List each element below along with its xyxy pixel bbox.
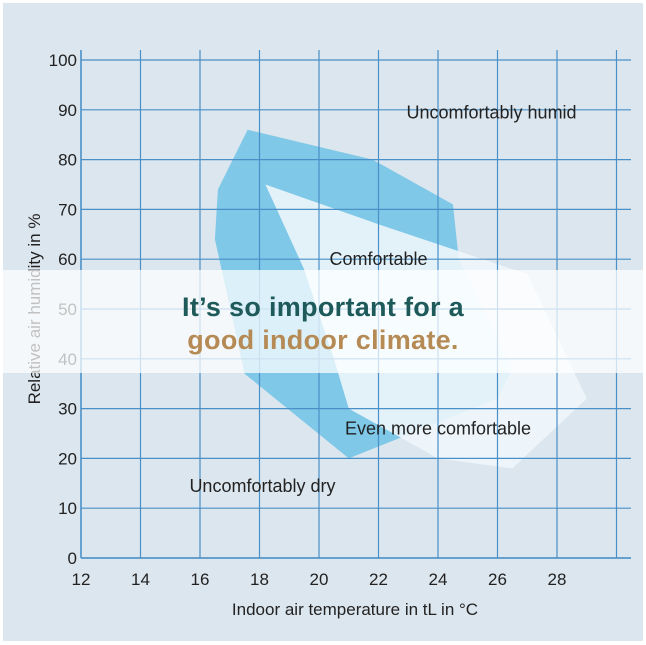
x-tick-label: 12 (72, 570, 91, 589)
region-label-even-more-comfortable: Even more comfortable (345, 419, 531, 439)
x-tick-label: 22 (369, 570, 388, 589)
y-tick-label: 80 (58, 151, 77, 170)
x-tick-label: 28 (548, 570, 567, 589)
y-tick-label: 10 (58, 499, 77, 518)
y-tick-label: 100 (49, 51, 77, 70)
headline-banner: It’s so important for a good indoor clim… (3, 270, 643, 373)
x-tick-label: 20 (310, 570, 329, 589)
headline-line-2: good indoor climate. (187, 325, 459, 355)
x-axis-title: Indoor air temperature in tL in °C (232, 600, 478, 619)
x-tick-label: 24 (429, 570, 448, 589)
region-labels: Uncomfortably humid Comfortable Even more … (189, 102, 576, 496)
y-tick-label: 0 (68, 549, 77, 568)
region-label-uncomfortably-humid: Uncomfortably humid (407, 102, 577, 122)
x-tick-label: 18 (250, 570, 269, 589)
x-tick-label: 16 (191, 570, 210, 589)
region-label-uncomfortably-dry: Uncomfortably dry (189, 476, 335, 496)
y-tick-label: 60 (58, 250, 77, 269)
x-tick-label: 26 (488, 570, 507, 589)
y-tick-label: 90 (58, 101, 77, 120)
y-tick-label: 70 (58, 200, 77, 219)
headline-line-1: It’s so important for a (182, 292, 464, 322)
tick-labels: 0102030405060708090100121416182022242628 (49, 51, 567, 589)
y-tick-label: 30 (58, 400, 77, 419)
region-label-comfortable: Comfortable (329, 249, 427, 269)
y-tick-label: 20 (58, 449, 77, 468)
x-tick-label: 14 (131, 570, 150, 589)
